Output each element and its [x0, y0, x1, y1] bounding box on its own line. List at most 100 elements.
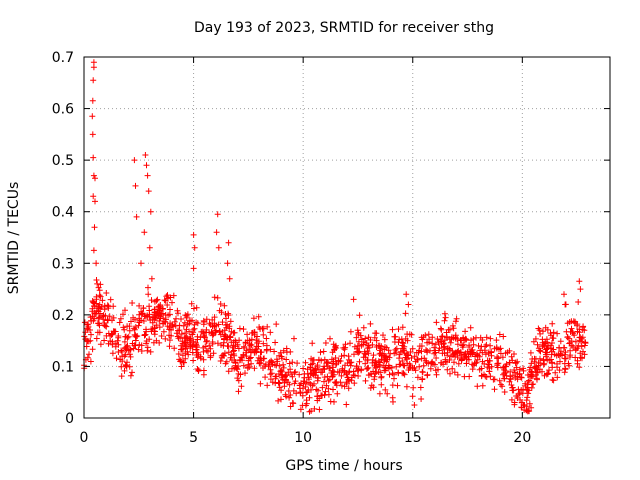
data-point — [369, 356, 376, 363]
data-point — [223, 324, 230, 331]
data-point — [194, 366, 201, 372]
data-point — [176, 356, 183, 363]
data-point — [389, 326, 396, 333]
data-point — [102, 322, 109, 329]
data-point — [399, 358, 406, 364]
data-point — [399, 339, 406, 346]
data-point — [214, 340, 221, 347]
data-point — [473, 334, 479, 341]
data-point — [115, 334, 122, 341]
data-point — [423, 359, 430, 366]
data-point — [108, 330, 115, 337]
data-point — [180, 346, 186, 352]
data-point — [118, 363, 125, 370]
data-point — [209, 323, 216, 330]
data-point — [286, 394, 293, 401]
data-point — [330, 341, 337, 348]
data-point — [317, 369, 324, 376]
data-point — [547, 342, 554, 349]
data-point — [154, 296, 161, 303]
data-point — [235, 388, 242, 395]
data-point — [332, 380, 339, 387]
data-point — [313, 386, 320, 393]
data-point — [260, 340, 267, 347]
y-tick-label: 0.7 — [52, 50, 74, 66]
data-point — [293, 390, 300, 397]
data-point — [544, 326, 551, 333]
data-point — [459, 342, 466, 349]
data-point — [444, 352, 451, 359]
data-point — [469, 366, 476, 373]
data-point — [500, 333, 507, 340]
data-point — [391, 333, 398, 340]
data-point — [281, 373, 288, 380]
data-point — [306, 394, 313, 401]
data-point — [378, 356, 385, 363]
data-point — [213, 229, 220, 236]
data-point — [89, 97, 96, 104]
data-point — [443, 333, 450, 340]
data-point — [384, 390, 391, 397]
data-point — [274, 358, 281, 365]
data-point — [171, 345, 178, 352]
data-point — [485, 361, 492, 368]
data-point — [127, 372, 134, 379]
data-point — [267, 346, 274, 353]
data-point — [89, 131, 96, 138]
data-point — [244, 331, 251, 338]
data-point — [370, 352, 377, 359]
data-point — [488, 352, 495, 359]
data-point — [365, 372, 372, 379]
data-point — [429, 340, 436, 347]
data-point — [420, 362, 427, 369]
x-tick-label: 5 — [189, 430, 198, 446]
data-point — [172, 322, 179, 329]
data-point — [178, 316, 184, 322]
data-point — [332, 379, 338, 386]
data-point — [451, 359, 457, 366]
data-point — [89, 298, 96, 304]
data-point — [332, 355, 339, 361]
data-point — [262, 361, 269, 368]
data-point — [396, 355, 403, 362]
data-point — [226, 275, 233, 282]
data-point — [135, 322, 142, 329]
data-point — [485, 349, 492, 356]
data-point — [447, 346, 453, 353]
data-point — [109, 350, 116, 357]
data-point — [409, 345, 416, 352]
data-point — [389, 394, 396, 401]
data-point — [218, 309, 225, 316]
data-point — [517, 396, 524, 403]
data-point — [572, 338, 579, 345]
data-point — [337, 379, 344, 386]
data-point — [348, 359, 355, 366]
data-point — [549, 340, 555, 346]
data-point — [280, 361, 287, 368]
data-point — [411, 353, 418, 360]
data-point — [365, 342, 372, 349]
data-point — [414, 356, 420, 363]
data-point — [326, 376, 333, 383]
data-point — [158, 333, 165, 339]
data-point — [556, 344, 563, 351]
data-point — [404, 331, 411, 338]
data-point — [347, 328, 354, 335]
data-point — [342, 341, 349, 348]
data-point — [481, 371, 487, 378]
data-point — [447, 370, 453, 377]
data-point — [537, 355, 543, 362]
data-point — [240, 362, 247, 369]
data-point — [528, 404, 535, 411]
data-point — [100, 316, 107, 323]
y-tick-label: 0.6 — [52, 102, 74, 118]
data-point — [187, 341, 194, 348]
data-point — [135, 346, 142, 353]
data-point — [96, 287, 103, 294]
data-point — [360, 341, 367, 348]
data-point — [548, 332, 554, 339]
data-point — [205, 348, 211, 355]
data-point — [200, 321, 207, 328]
data-point — [136, 302, 143, 309]
data-point — [127, 353, 134, 360]
